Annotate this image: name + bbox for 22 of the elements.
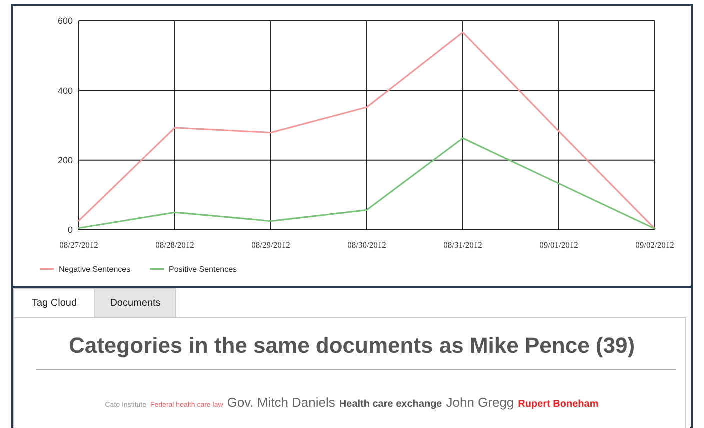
x-tick-label: 09/02/2012 (636, 240, 674, 250)
text: Rupert Boneham (518, 399, 599, 410)
text: John Gregg (446, 395, 514, 410)
legend-label: Negative Sentences (59, 264, 131, 274)
y-tick-label: 0 (68, 225, 73, 236)
line-series (78, 32, 656, 230)
text: Gov. Mitch Daniels (227, 395, 336, 410)
text: Documents (110, 298, 161, 309)
y-tick-label: 200 (58, 155, 73, 166)
text: Health care exchange (339, 399, 443, 410)
text: Categories in the same documents as Mike Pence (39) (68, 333, 636, 358)
line-series (78, 138, 656, 230)
x-tick-label: 08/30/2012 (348, 240, 386, 250)
y-tick-label: 600 (58, 16, 73, 26)
x-tick-label: 08/27/2012 (60, 240, 98, 250)
text: Tag Cloud (32, 298, 78, 309)
x-tick-label: 08/29/2012 (252, 240, 290, 250)
x-tick-label: 08/31/2012 (444, 240, 482, 250)
x-tick-label: 08/28/2012 (156, 240, 194, 250)
x-tick-label: 09/01/2012 (540, 240, 578, 250)
legend-label: Positive Sentences (169, 264, 238, 274)
y-tick-label: 400 (58, 86, 73, 96)
